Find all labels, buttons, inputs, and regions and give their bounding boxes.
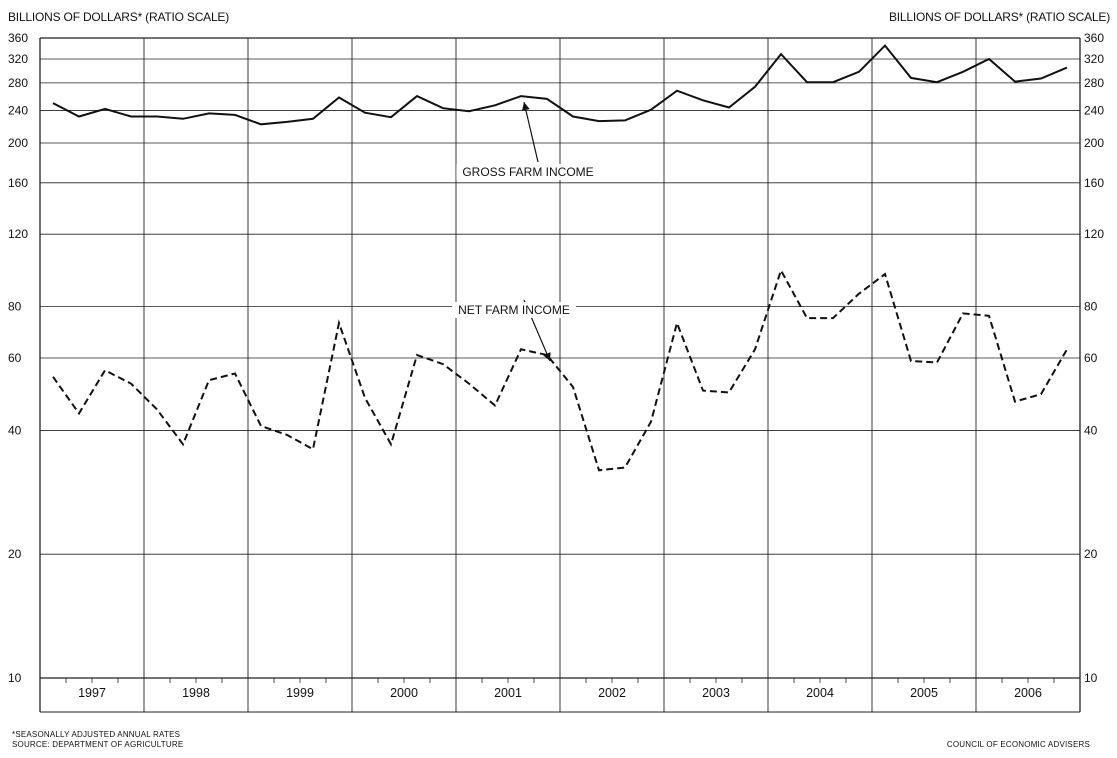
year-label-2001: 2001 xyxy=(494,686,522,700)
y-tick-left-20: 20 xyxy=(8,547,22,561)
y-tick-left-10: 10 xyxy=(8,671,22,685)
left-axis-title: BILLIONS OF DOLLARS* (RATIO SCALE) xyxy=(8,10,229,24)
y-tick-right-240: 240 xyxy=(1084,103,1104,117)
y-tick-right-280: 280 xyxy=(1084,76,1104,90)
year-label-2002: 2002 xyxy=(598,686,626,700)
y-tick-right-20: 20 xyxy=(1084,547,1098,561)
y-tick-right-10: 10 xyxy=(1084,671,1098,685)
gross-label-arrow xyxy=(523,101,539,163)
footnote-council: COUNCIL OF ECONOMIC ADVISERS xyxy=(947,740,1090,749)
net-label-arrowhead xyxy=(543,352,551,362)
right-axis-title: BILLIONS OF DOLLARS* (RATIO SCALE) xyxy=(889,10,1110,24)
y-tick-left-120: 120 xyxy=(8,227,28,241)
series-labels: GROSS FARM INCOME NET FARM INCOME xyxy=(452,101,600,362)
y-tick-right-320: 320 xyxy=(1084,52,1104,66)
year-label-2005: 2005 xyxy=(910,686,938,700)
gross-label-background xyxy=(456,164,600,180)
y-tick-left-60: 60 xyxy=(8,351,22,365)
year-label-2000: 2000 xyxy=(390,686,418,700)
x-axis: 1997 1998 1999 2000 2001 2002 2003 2004 2005 2006 xyxy=(40,678,1080,713)
year-label-1998: 1998 xyxy=(182,686,210,700)
footnote-seasonal: *SEASONALLY ADJUSTED ANNUAL RATES xyxy=(12,730,180,739)
year-label-2006: 2006 xyxy=(1014,686,1042,700)
y-tick-right-40: 40 xyxy=(1084,423,1098,437)
left-y-tick-labels: 10 20 40 60 80 120 160 200 240 280 320 360 xyxy=(8,31,28,685)
net-label-background xyxy=(452,302,576,318)
year-label-1997: 1997 xyxy=(78,686,106,700)
y-tick-right-60: 60 xyxy=(1084,351,1098,365)
year-label-1999: 1999 xyxy=(286,686,314,700)
gridlines xyxy=(39,37,1081,712)
gross-label-arrowhead xyxy=(521,102,530,111)
right-y-tick-labels: 10 20 40 60 80 120 160 200 240 280 320 360 xyxy=(1084,31,1104,685)
net-farm-income-line xyxy=(52,267,1068,472)
y-tick-left-160: 160 xyxy=(8,176,28,190)
y-tick-left-240: 240 xyxy=(8,103,28,117)
y-tick-left-80: 80 xyxy=(8,300,22,314)
y-tick-left-320: 320 xyxy=(8,52,28,66)
y-tick-left-40: 40 xyxy=(8,423,22,437)
y-tick-right-200: 200 xyxy=(1084,136,1104,150)
net-farm-income-label: NET FARM INCOME xyxy=(458,303,570,317)
y-tick-right-360: 360 xyxy=(1084,31,1104,45)
y-tick-right-120: 120 xyxy=(1084,227,1104,241)
gross-farm-income-label: GROSS FARM INCOME xyxy=(462,165,593,179)
y-tick-left-200: 200 xyxy=(8,136,28,150)
year-label-2003: 2003 xyxy=(702,686,730,700)
y-tick-left-360: 360 xyxy=(8,31,28,45)
gross-farm-income-line xyxy=(52,44,1068,126)
y-tick-left-280: 280 xyxy=(8,76,28,90)
y-tick-right-160: 160 xyxy=(1084,176,1104,190)
footnote-source: SOURCE: DEPARTMENT OF AGRICULTURE xyxy=(12,740,183,749)
series-lines xyxy=(52,44,1068,472)
y-tick-right-80: 80 xyxy=(1084,300,1098,314)
year-label-2004: 2004 xyxy=(806,686,834,700)
